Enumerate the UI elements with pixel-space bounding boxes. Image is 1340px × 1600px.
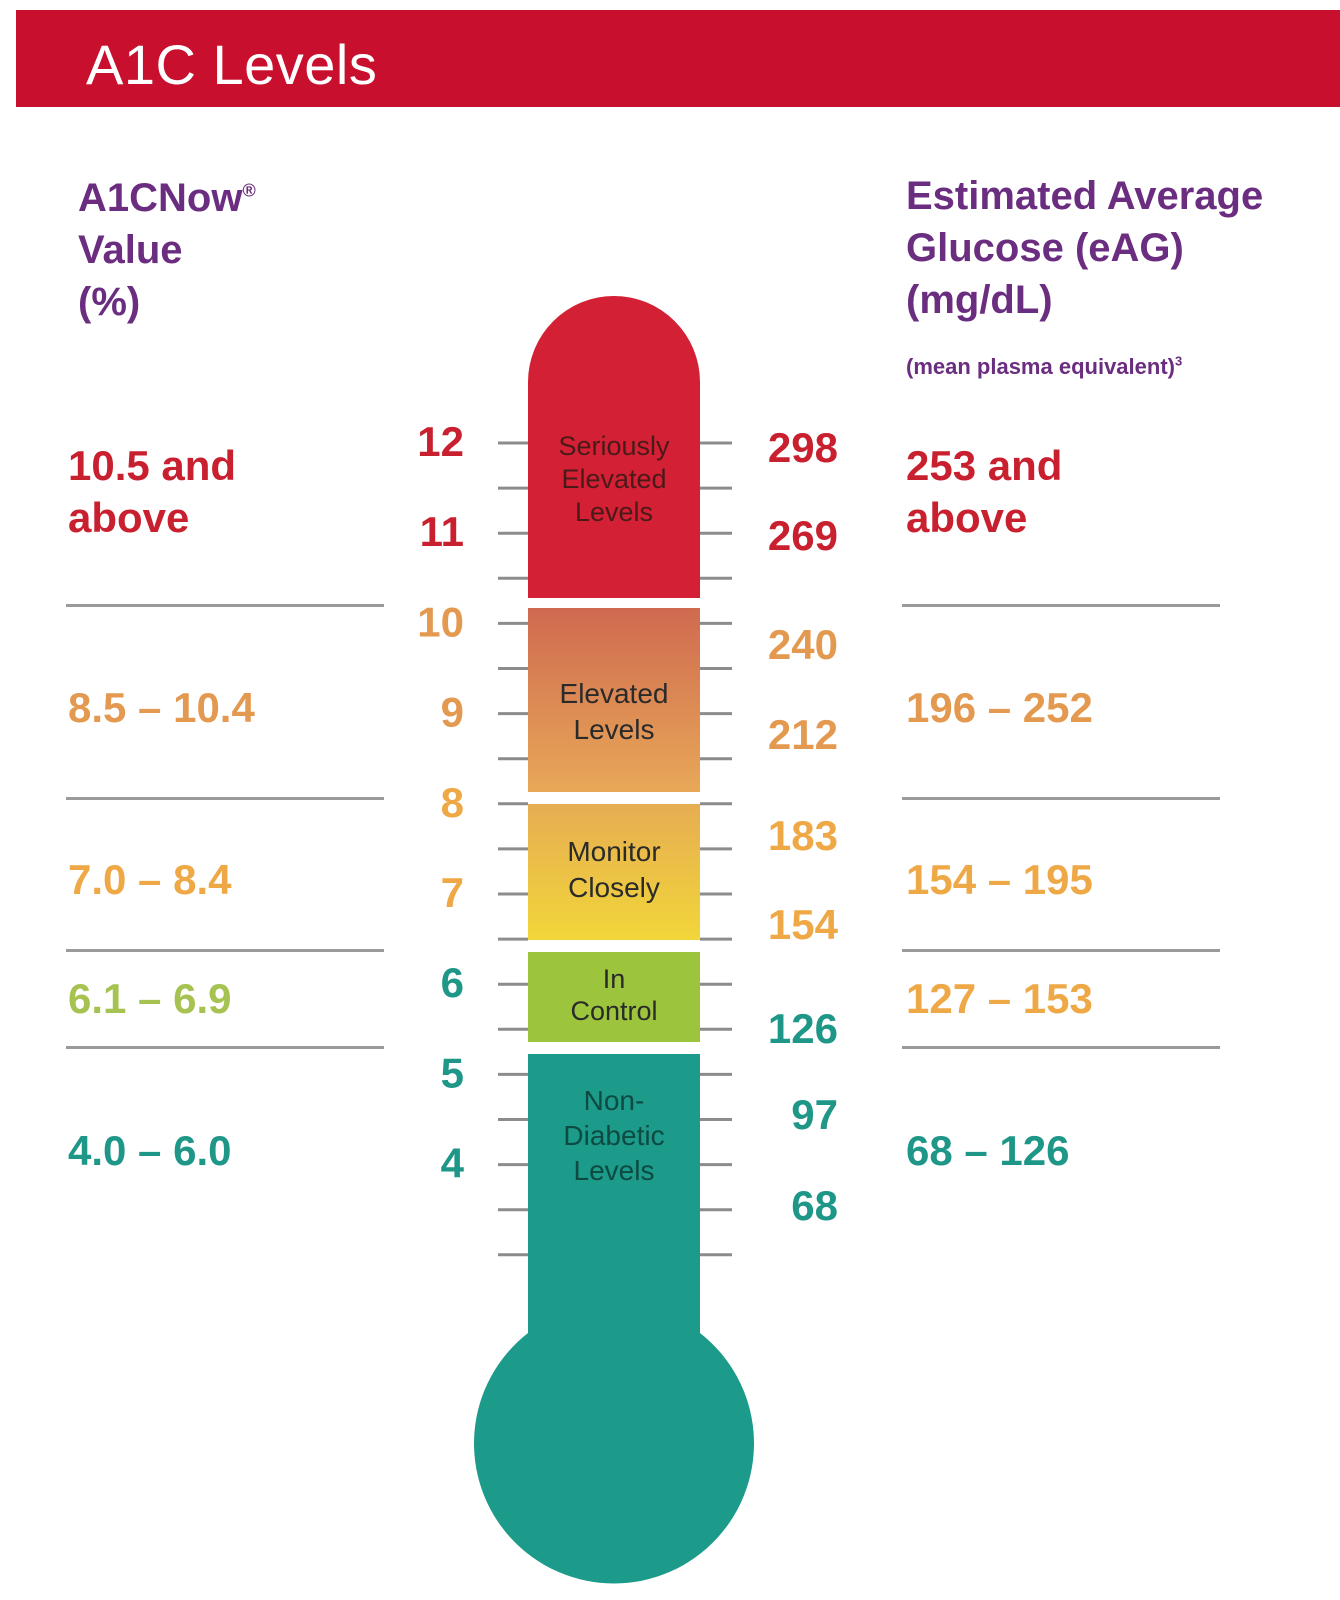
eag-tick-label: 154	[768, 901, 839, 948]
a1c-range-elevated: 8.5 – 10.4	[68, 684, 255, 731]
eag-tick-label: 126	[768, 1005, 838, 1052]
zone-elevated	[528, 608, 700, 792]
zone-label-line: Levels	[574, 714, 655, 745]
registered-mark: ®	[242, 180, 256, 201]
eag-tick-label: 68	[791, 1182, 838, 1229]
a1c-header-line1: A1CNow	[78, 176, 243, 220]
zone-label-line: Control	[570, 996, 657, 1026]
left-divider	[66, 797, 384, 800]
a1c-range-line: above	[68, 494, 190, 541]
zone-label-non-diabetic: Non- Diabetic Levels	[563, 1085, 664, 1186]
zone-label-line: Levels	[575, 497, 653, 527]
zone-label-line: Monitor	[567, 836, 660, 867]
a1c-header-line2: Value	[78, 228, 183, 272]
eag-range-non-diabetic: 68 – 126	[906, 1127, 1070, 1174]
eag-tick-label: 269	[768, 512, 838, 559]
zone-label-elevated: Elevated Levels	[560, 678, 669, 745]
a1c-range-non-diabetic: 4.0 – 6.0	[68, 1127, 232, 1174]
eag-range-elevated: 196 – 252	[906, 684, 1093, 731]
eag-tick-label: 183	[768, 812, 838, 859]
eag-header-line1: Estimated Average	[906, 174, 1264, 218]
eag-range-in-control: 127 – 153	[906, 975, 1093, 1022]
eag-note-text: (mean plasma equivalent)	[906, 354, 1175, 379]
a1c-tick-label: 7	[441, 869, 464, 916]
a1c-range-line: 10.5 and	[68, 442, 237, 489]
zone-label-line: Seriously	[558, 431, 670, 461]
zone-label-line: Levels	[574, 1155, 655, 1186]
right-divider	[902, 1046, 1220, 1049]
eag-note: (mean plasma equivalent)3	[906, 354, 1182, 380]
zone-label-line: Diabetic	[563, 1120, 664, 1151]
a1c-tick-label: 8	[441, 779, 464, 826]
zone-seriously-elevated	[528, 296, 700, 598]
a1c-header-line3: (%)	[78, 280, 141, 324]
zone-label-line: Closely	[568, 872, 660, 903]
zone-label-line: Elevated	[560, 678, 669, 709]
zone-label-monitor-closely: Monitor Closely	[567, 836, 660, 903]
a1c-tick-label: 12	[417, 418, 464, 465]
page-title: A1C Levels	[86, 33, 378, 96]
zone-label-line: Elevated	[561, 464, 666, 494]
eag-range-line: above	[906, 494, 1028, 541]
eag-tick-label: 240	[768, 621, 838, 668]
a1c-range-in-control: 6.1 – 6.9	[68, 975, 232, 1022]
eag-range-seriously-elevated: 253 and above	[906, 440, 1062, 544]
zone-label-line: In	[603, 964, 626, 994]
right-divider	[902, 604, 1220, 607]
a1c-tick-label: 9	[441, 689, 464, 736]
zone-non-diabetic	[474, 1054, 754, 1584]
a1c-tick-label: 11	[420, 508, 464, 555]
a1c-tick-label: 6	[441, 959, 464, 1006]
footnote-mark: 3	[1174, 353, 1183, 369]
eag-header-line3: (mg/dL)	[906, 278, 1053, 322]
a1c-tick-label: 4	[441, 1140, 465, 1187]
a1c-tick-label: 10	[417, 598, 464, 645]
right-divider	[902, 949, 1220, 952]
a1c-tick-label: 5	[441, 1049, 464, 1096]
eag-range-line: 253 and	[906, 442, 1063, 489]
eag-tick-label: 212	[768, 711, 838, 758]
eag-header-line2: Glucose (eAG)	[906, 226, 1184, 270]
a1c-range-monitor-closely: 7.0 – 8.4	[68, 856, 232, 903]
a1c-range-seriously-elevated: 10.5 and above	[68, 440, 236, 544]
left-divider	[66, 949, 384, 952]
eag-tick-label: 298	[768, 424, 838, 471]
zone-label-in-control: In Control	[570, 964, 657, 1026]
left-divider	[66, 604, 384, 607]
zone-monitor-closely	[528, 804, 700, 940]
zone-in-control	[528, 952, 700, 1042]
right-divider	[902, 797, 1220, 800]
zone-label-seriously-elevated: Seriously Elevated Levels	[558, 431, 670, 527]
title-banner: A1C Levels	[16, 10, 1340, 107]
eag-tick-label: 97	[791, 1091, 838, 1138]
eag-range-monitor-closely: 154 – 195	[906, 856, 1093, 903]
left-divider	[66, 1046, 384, 1049]
eag-column-header: Estimated Average Glucose (eAG) (mg/dL)	[906, 170, 1263, 326]
a1c-column-header: A1CNow® Value (%)	[78, 172, 256, 328]
zone-label-line: Non-	[584, 1085, 645, 1116]
